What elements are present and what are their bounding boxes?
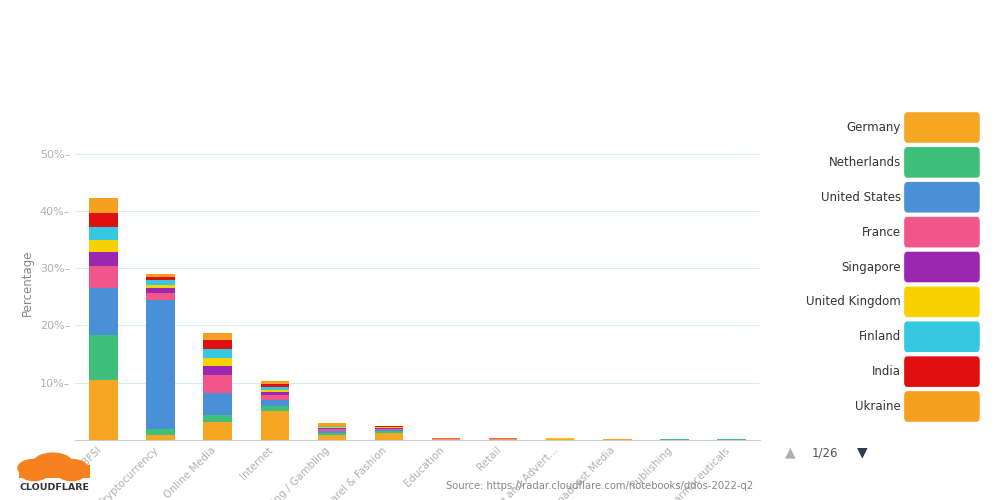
Bar [261, 396, 289, 400]
Bar [89, 198, 118, 212]
Bar [375, 432, 403, 433]
Circle shape [33, 453, 72, 474]
Bar [375, 428, 403, 430]
Bar [146, 428, 175, 436]
Bar [203, 349, 232, 358]
FancyBboxPatch shape [904, 391, 980, 422]
Text: Source: https://radar.cloudflare.com/notebooks/ddos-2022-q2: Source: https://radar.cloudflare.com/not… [446, 481, 754, 491]
Bar [318, 426, 346, 427]
Bar [89, 212, 118, 227]
Bar [203, 374, 232, 393]
Bar [146, 293, 175, 300]
FancyBboxPatch shape [19, 466, 90, 478]
Bar [89, 252, 118, 266]
FancyBboxPatch shape [904, 356, 980, 387]
Bar [261, 412, 289, 440]
Bar [203, 334, 232, 340]
Bar [146, 274, 175, 277]
Bar [318, 429, 346, 431]
FancyBboxPatch shape [904, 322, 980, 352]
Text: Netherlands: Netherlands [829, 156, 901, 169]
Bar [375, 433, 403, 440]
Bar [89, 240, 118, 252]
Circle shape [20, 466, 48, 480]
FancyBboxPatch shape [904, 112, 980, 143]
Bar [261, 384, 289, 386]
Bar [375, 427, 403, 428]
Text: Application-Layer DDoS Attacks on Russia by Industry and Source Country: Application-Layer DDoS Attacks on Russia… [18, 49, 771, 67]
Bar [146, 436, 175, 440]
Bar [375, 430, 403, 432]
Bar [261, 386, 289, 390]
Bar [89, 335, 118, 380]
Text: Finland: Finland [859, 330, 901, 344]
Bar [261, 390, 289, 392]
Bar [261, 392, 289, 396]
FancyBboxPatch shape [904, 182, 980, 212]
Bar [318, 431, 346, 433]
Bar [203, 366, 232, 374]
FancyBboxPatch shape [904, 147, 980, 178]
Bar [89, 227, 118, 239]
Bar [489, 439, 517, 440]
Bar [146, 288, 175, 293]
FancyBboxPatch shape [904, 217, 980, 248]
Circle shape [58, 466, 85, 480]
Text: Singapore: Singapore [841, 260, 901, 274]
Bar [146, 277, 175, 280]
Bar [89, 288, 118, 335]
Bar [146, 286, 175, 288]
Bar [318, 428, 346, 429]
Bar [203, 415, 232, 422]
FancyBboxPatch shape [904, 286, 980, 317]
Text: Ukraine: Ukraine [855, 400, 901, 413]
Bar [375, 426, 403, 427]
Circle shape [927, 49, 943, 51]
Bar [203, 340, 232, 349]
Text: 1/26: 1/26 [812, 446, 838, 459]
Bar [89, 266, 118, 288]
Text: Germany: Germany [847, 121, 901, 134]
Bar [203, 393, 232, 415]
Bar [89, 380, 118, 440]
Bar [146, 300, 175, 428]
Bar [261, 400, 289, 406]
Bar [261, 381, 289, 384]
Text: India: India [872, 365, 901, 378]
Bar [203, 422, 232, 440]
Text: ▲: ▲ [785, 446, 795, 460]
Bar [261, 406, 289, 411]
Bar [318, 436, 346, 440]
Text: United Kingdom: United Kingdom [806, 296, 901, 308]
Bar [432, 439, 460, 440]
Y-axis label: Percentage: Percentage [21, 249, 34, 316]
Circle shape [55, 460, 88, 476]
Text: ▼: ▼ [857, 446, 867, 460]
FancyBboxPatch shape [904, 252, 980, 282]
Text: CLOUDFLARE: CLOUDFLARE [20, 483, 90, 492]
Bar [318, 423, 346, 426]
Bar [318, 427, 346, 428]
Bar [318, 433, 346, 436]
Bar [146, 280, 175, 285]
Bar [203, 358, 232, 366]
Text: France: France [862, 226, 901, 238]
Text: United States: United States [821, 190, 901, 204]
Circle shape [18, 460, 50, 476]
